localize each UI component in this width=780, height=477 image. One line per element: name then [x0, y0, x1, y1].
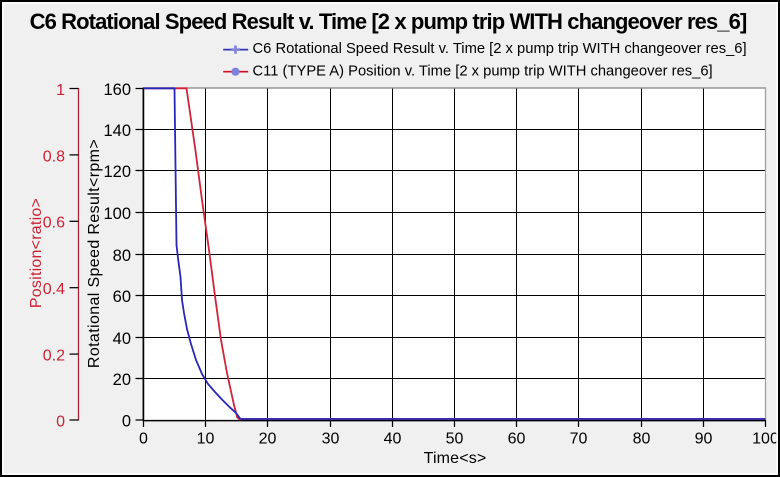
svg-text:Rotational Speed Result<rpm>: Rotational Speed Result<rpm> — [86, 139, 103, 368]
svg-text:20: 20 — [259, 431, 277, 448]
svg-text:140: 140 — [103, 122, 131, 140]
svg-text:Time<s>: Time<s> — [424, 450, 487, 467]
svg-text:60: 60 — [113, 288, 131, 306]
svg-text:C11 (TYPE A) Position v. Time: C11 (TYPE A) Position v. Time [2 x pump … — [253, 63, 713, 79]
svg-text:70: 70 — [570, 431, 588, 448]
svg-text:100: 100 — [752, 431, 779, 448]
svg-text:0.4: 0.4 — [43, 281, 65, 298]
svg-text:80: 80 — [113, 247, 131, 265]
svg-text:160: 160 — [103, 81, 131, 99]
svg-text:20: 20 — [113, 371, 131, 389]
svg-text:0: 0 — [139, 431, 148, 448]
svg-text:0.6: 0.6 — [43, 215, 65, 232]
svg-text:C6 Rotational Speed Result v.: C6 Rotational Speed Result v. Time [2 x … — [253, 41, 747, 57]
svg-text:0.2: 0.2 — [43, 348, 65, 365]
svg-text:C6 Rotational Speed Result v.: C6 Rotational Speed Result v. Time [2 x … — [30, 9, 747, 34]
svg-text:0: 0 — [56, 413, 65, 430]
svg-text:0: 0 — [122, 412, 131, 430]
svg-text:50: 50 — [446, 431, 464, 448]
svg-text:40: 40 — [384, 431, 402, 448]
svg-text:90: 90 — [695, 431, 713, 448]
svg-text:40: 40 — [113, 330, 131, 348]
svg-text:100: 100 — [103, 205, 131, 223]
svg-text:80: 80 — [633, 431, 651, 448]
svg-text:30: 30 — [322, 431, 340, 448]
svg-text:60: 60 — [508, 431, 526, 448]
svg-text:120: 120 — [103, 163, 131, 181]
svg-text:0.8: 0.8 — [43, 148, 65, 165]
svg-text:Position<ratio>: Position<ratio> — [28, 198, 45, 308]
svg-text:1: 1 — [56, 82, 65, 99]
svg-text:10: 10 — [197, 431, 215, 448]
